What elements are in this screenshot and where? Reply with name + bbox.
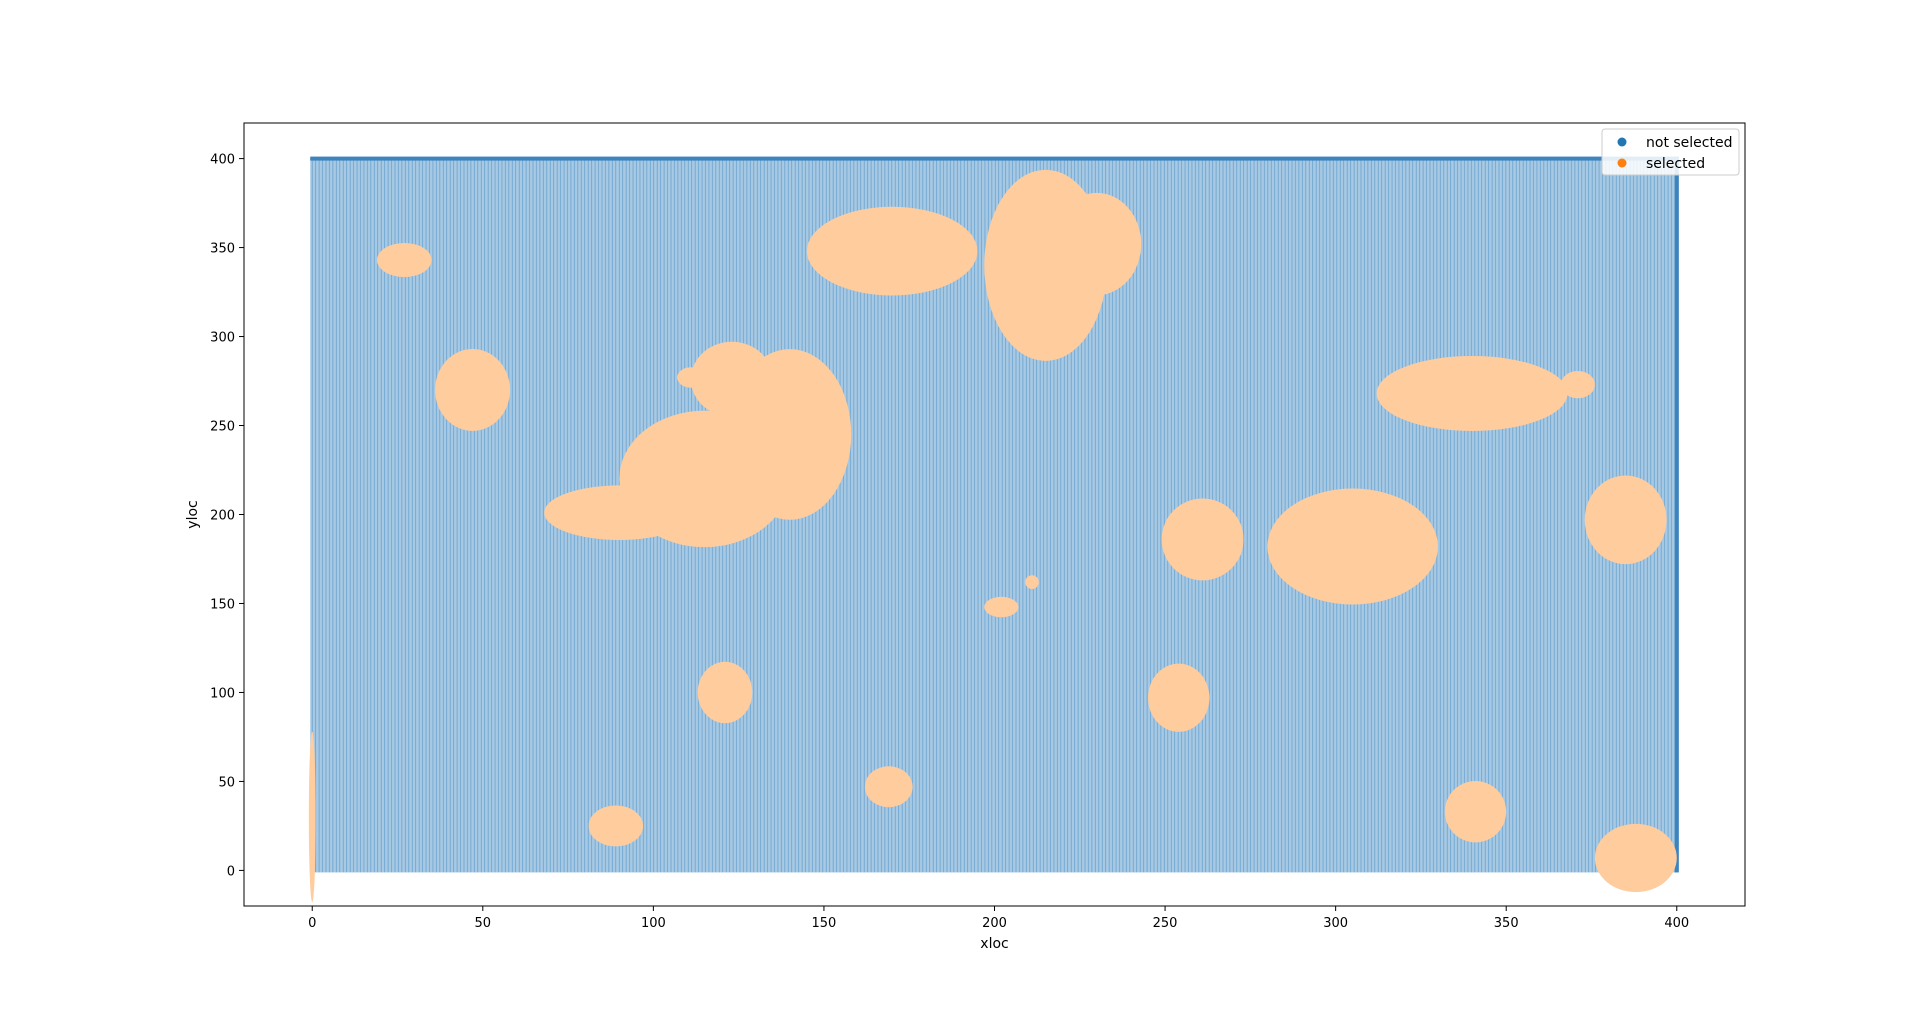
not-selected-top-edge	[310, 156, 1679, 161]
selected-cluster	[1052, 192, 1142, 296]
selected-cluster	[588, 805, 644, 847]
selected-cluster	[677, 367, 705, 388]
y-axis-ticks: 0 50 100 150 200 250 300 350 400	[210, 153, 244, 879]
not-selected-right-edge	[1674, 156, 1679, 873]
y-tick-label: 200	[210, 509, 235, 524]
selected-cluster	[728, 349, 852, 520]
legend-box	[1601, 128, 1740, 176]
x-tick-label: 50	[475, 916, 492, 931]
selected-cluster	[864, 766, 913, 808]
x-axis-ticks: 0 50 100 150 200 250 300 350 400	[308, 906, 1689, 931]
selected-cluster	[806, 206, 978, 296]
selected-cluster	[1025, 575, 1039, 589]
selected-cluster	[435, 348, 511, 431]
selected-cluster	[984, 596, 1019, 618]
y-tick-label: 100	[210, 686, 235, 701]
legend: not selected selected	[1601, 128, 1740, 176]
selected-cluster	[1376, 355, 1568, 432]
selected-cluster	[1560, 370, 1595, 399]
selected-cluster	[1444, 780, 1507, 843]
y-tick-label: 50	[218, 775, 235, 790]
selected-cluster	[308, 731, 316, 903]
selected-clusters	[308, 169, 1677, 903]
y-tick-label: 150	[210, 597, 235, 612]
legend-label-not-selected: not selected	[1646, 135, 1732, 151]
x-tick-label: 350	[1494, 916, 1519, 931]
legend-label-selected: selected	[1646, 156, 1705, 172]
x-tick-label: 400	[1664, 916, 1689, 931]
legend-marker-selected	[1617, 158, 1627, 168]
x-tick-label: 0	[308, 916, 316, 931]
plot-area	[308, 156, 1679, 903]
x-axis-title: xloc	[980, 936, 1008, 952]
x-tick-label: 150	[812, 916, 837, 931]
y-axis-title: yloc	[185, 500, 201, 528]
x-tick-label: 300	[1323, 916, 1348, 931]
y-tick-label: 250	[210, 420, 235, 435]
x-tick-label: 250	[1153, 916, 1178, 931]
selected-cluster	[1594, 823, 1677, 893]
selected-cluster	[377, 242, 432, 278]
x-tick-label: 100	[641, 916, 666, 931]
y-tick-label: 400	[210, 153, 235, 168]
selected-cluster	[1148, 663, 1210, 732]
selected-cluster	[697, 661, 753, 724]
selected-cluster	[1267, 488, 1438, 605]
y-tick-label: 350	[210, 242, 235, 257]
x-tick-label: 200	[982, 916, 1007, 931]
selected-cluster	[1584, 475, 1667, 565]
selected-cluster	[1161, 498, 1244, 581]
legend-marker-not-selected	[1617, 137, 1627, 147]
y-tick-label: 300	[210, 331, 235, 346]
y-tick-label: 0	[227, 864, 235, 879]
